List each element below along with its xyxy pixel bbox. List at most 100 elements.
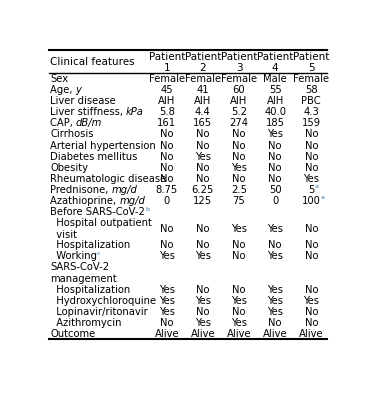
Text: c: c [97, 250, 101, 255]
Text: No: No [305, 284, 318, 294]
Text: No: No [232, 151, 246, 161]
Text: 4.3: 4.3 [303, 107, 319, 117]
Text: Yes: Yes [159, 251, 175, 261]
Text: Patient
4: Patient 4 [257, 51, 294, 73]
Text: Patient
5: Patient 5 [293, 51, 329, 73]
Text: 40.0: 40.0 [264, 107, 286, 117]
Text: mg/d: mg/d [119, 196, 145, 205]
Text: No: No [232, 284, 246, 294]
Text: Yes: Yes [195, 151, 211, 161]
Text: Yes: Yes [267, 295, 283, 305]
Text: No: No [232, 240, 246, 250]
Text: Hospital outpatient
  visit: Hospital outpatient visit [50, 217, 152, 239]
Text: Female: Female [293, 74, 329, 84]
Text: No: No [305, 251, 318, 261]
Text: 75: 75 [233, 196, 246, 205]
Text: No: No [268, 140, 282, 150]
Text: No: No [305, 317, 318, 327]
Text: 41: 41 [197, 85, 209, 95]
Text: AIH: AIH [231, 96, 248, 106]
Text: No: No [232, 306, 246, 316]
Text: AIH: AIH [158, 96, 175, 106]
Text: Female: Female [149, 74, 185, 84]
Text: Hospitalization: Hospitalization [50, 240, 130, 250]
Text: 4.4: 4.4 [195, 107, 211, 117]
Text: No: No [160, 173, 173, 183]
Text: 50: 50 [269, 184, 281, 194]
Text: No: No [160, 129, 173, 139]
Text: No: No [305, 129, 318, 139]
Text: Hydroxychloroquine: Hydroxychloroquine [50, 295, 156, 305]
Text: Cirrhosis: Cirrhosis [50, 129, 93, 139]
Text: a: a [314, 184, 318, 189]
Text: Yes: Yes [303, 173, 319, 183]
Text: Lopinavir/ritonavir: Lopinavir/ritonavir [50, 306, 148, 316]
Text: 0: 0 [272, 196, 278, 205]
Text: 60: 60 [233, 85, 245, 95]
Text: No: No [305, 151, 318, 161]
Text: Yes: Yes [231, 223, 247, 233]
Text: Female: Female [185, 74, 221, 84]
Text: 274: 274 [229, 118, 249, 128]
Text: Yes: Yes [159, 284, 175, 294]
Text: No: No [196, 140, 210, 150]
Text: 55: 55 [269, 85, 281, 95]
Text: No: No [160, 140, 173, 150]
Text: Alive: Alive [299, 328, 324, 338]
Text: 185: 185 [266, 118, 285, 128]
Text: Alive: Alive [154, 328, 179, 338]
Text: PBC: PBC [302, 96, 321, 106]
Text: No: No [196, 173, 210, 183]
Text: 100: 100 [302, 196, 321, 205]
Text: No: No [160, 162, 173, 172]
Text: 165: 165 [193, 118, 212, 128]
Text: Yes: Yes [231, 317, 247, 327]
Text: No: No [268, 162, 282, 172]
Text: 159: 159 [302, 118, 321, 128]
Text: Yes: Yes [195, 251, 211, 261]
Text: Patient
3: Patient 3 [221, 51, 257, 73]
Text: y: y [76, 85, 82, 95]
Text: 0: 0 [164, 196, 170, 205]
Text: Male: Male [263, 74, 287, 84]
Text: Alive: Alive [227, 328, 251, 338]
Text: 2.5: 2.5 [231, 184, 247, 194]
Text: b: b [145, 206, 149, 211]
Text: Yes: Yes [267, 129, 283, 139]
Text: No: No [232, 251, 246, 261]
Text: Yes: Yes [303, 295, 319, 305]
Text: No: No [232, 173, 246, 183]
Text: No: No [196, 284, 210, 294]
Text: Hospitalization: Hospitalization [50, 284, 130, 294]
Text: No: No [196, 306, 210, 316]
Text: Rheumatologic disease: Rheumatologic disease [50, 173, 166, 183]
Text: 6.25: 6.25 [192, 184, 214, 194]
Text: No: No [268, 173, 282, 183]
Text: dB/m: dB/m [76, 118, 102, 128]
Text: Alive: Alive [263, 328, 287, 338]
Text: No: No [268, 317, 282, 327]
Text: 125: 125 [193, 196, 212, 205]
Text: Azithromycin: Azithromycin [50, 317, 122, 327]
Text: Clinical features: Clinical features [50, 57, 135, 67]
Text: 161: 161 [157, 118, 176, 128]
Text: Sex: Sex [50, 74, 68, 84]
Text: Age,: Age, [50, 85, 76, 95]
Text: No: No [160, 240, 173, 250]
Text: Before SARS-CoV-2: Before SARS-CoV-2 [50, 207, 145, 217]
Text: Yes: Yes [231, 295, 247, 305]
Text: Yes: Yes [267, 284, 283, 294]
Text: 8.75: 8.75 [156, 184, 178, 194]
Text: Patient
2: Patient 2 [185, 51, 221, 73]
Text: No: No [305, 223, 318, 233]
Text: No: No [305, 306, 318, 316]
Text: Prednisone,: Prednisone, [50, 184, 112, 194]
Text: Diabetes mellitus: Diabetes mellitus [50, 151, 137, 161]
Text: No: No [305, 140, 318, 150]
Text: kPa: kPa [126, 107, 144, 117]
Text: No: No [160, 317, 173, 327]
Text: AIH: AIH [194, 96, 212, 106]
Text: Working: Working [50, 251, 97, 261]
Text: Yes: Yes [267, 223, 283, 233]
Text: No: No [196, 223, 210, 233]
